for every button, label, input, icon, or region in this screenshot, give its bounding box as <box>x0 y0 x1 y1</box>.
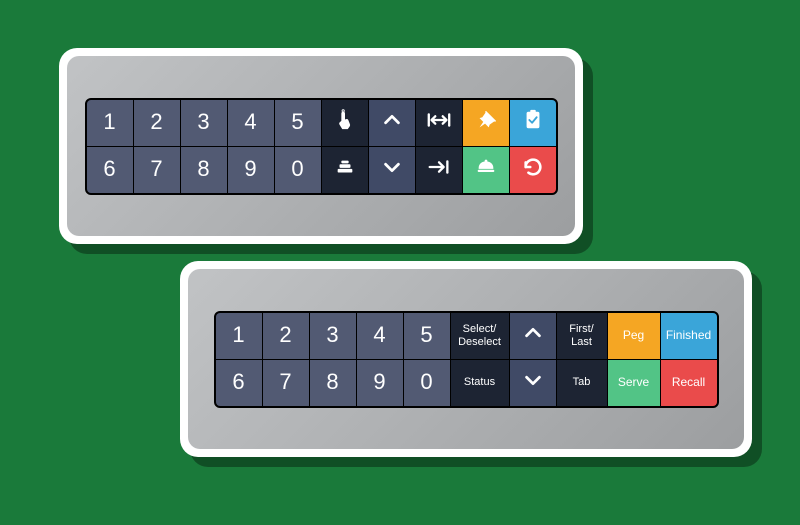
key-1[interactable]: 1 <box>87 100 133 146</box>
serve-button[interactable]: Serve <box>608 360 660 406</box>
key-4[interactable]: 4 <box>228 100 274 146</box>
key-5[interactable]: 5 <box>404 313 450 359</box>
touch-icon <box>334 109 356 136</box>
keypad-icons: 1 2 3 4 5 <box>85 98 558 195</box>
key-3[interactable]: 3 <box>181 100 227 146</box>
finished-button[interactable] <box>510 100 556 146</box>
bell-icon <box>475 156 497 183</box>
down-button[interactable] <box>510 360 556 406</box>
clipboard-check-icon <box>522 109 544 136</box>
key-3[interactable]: 3 <box>310 313 356 359</box>
serve-button[interactable] <box>463 147 509 193</box>
key-8[interactable]: 8 <box>181 147 227 193</box>
panel-2: 1 2 3 4 5 Select/Deselect First/Last Peg… <box>180 261 752 457</box>
chevron-up-icon <box>522 322 544 349</box>
status-button[interactable]: Status <box>451 360 509 406</box>
first-last-icon <box>426 107 452 138</box>
status-button[interactable] <box>322 147 368 193</box>
first-last-button[interactable]: First/Last <box>557 313 607 359</box>
key-2[interactable]: 2 <box>134 100 180 146</box>
keypad-labels: 1 2 3 4 5 Select/Deselect First/Last Peg… <box>214 311 719 408</box>
up-button[interactable] <box>510 313 556 359</box>
tray-icon <box>334 156 356 183</box>
key-9[interactable]: 9 <box>228 147 274 193</box>
up-button[interactable] <box>369 100 415 146</box>
key-4[interactable]: 4 <box>357 313 403 359</box>
key-6[interactable]: 6 <box>87 147 133 193</box>
chevron-up-icon <box>381 109 403 136</box>
key-8[interactable]: 8 <box>310 360 356 406</box>
key-9[interactable]: 9 <box>357 360 403 406</box>
down-button[interactable] <box>369 147 415 193</box>
peg-button[interactable] <box>463 100 509 146</box>
tab-button[interactable]: Tab <box>557 360 607 406</box>
chevron-down-icon <box>381 156 403 183</box>
recall-button[interactable] <box>510 147 556 193</box>
panel-2-inner: 1 2 3 4 5 Select/Deselect First/Last Peg… <box>188 269 744 449</box>
chevron-down-icon <box>522 369 544 396</box>
key-0[interactable]: 0 <box>275 147 321 193</box>
peg-button[interactable]: Peg <box>608 313 660 359</box>
select-deselect-button[interactable] <box>322 100 368 146</box>
tab-button[interactable] <box>416 147 462 193</box>
undo-icon <box>522 156 544 183</box>
key-7[interactable]: 7 <box>134 147 180 193</box>
panel-1: 1 2 3 4 5 <box>59 48 583 244</box>
tab-arrow-icon <box>426 154 452 185</box>
panel-1-inner: 1 2 3 4 5 <box>67 56 575 236</box>
key-5[interactable]: 5 <box>275 100 321 146</box>
first-last-button[interactable] <box>416 100 462 146</box>
key-2[interactable]: 2 <box>263 313 309 359</box>
key-6[interactable]: 6 <box>216 360 262 406</box>
recall-button[interactable]: Recall <box>661 360 717 406</box>
pin-icon <box>475 109 497 136</box>
finished-button[interactable]: Finished <box>661 313 717 359</box>
key-7[interactable]: 7 <box>263 360 309 406</box>
select-deselect-button[interactable]: Select/Deselect <box>451 313 509 359</box>
key-0[interactable]: 0 <box>404 360 450 406</box>
key-1[interactable]: 1 <box>216 313 262 359</box>
